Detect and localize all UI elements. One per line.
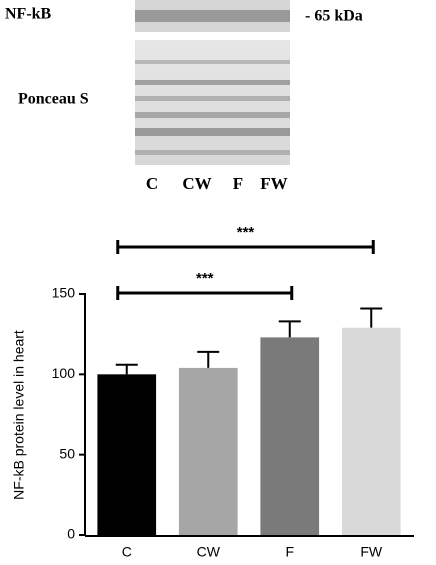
band-label: NF-kB — [5, 6, 52, 23]
x-tick-label: CW — [197, 544, 221, 560]
significance-label: *** — [196, 270, 214, 287]
significance-label: *** — [237, 224, 255, 241]
x-tick-label: F — [285, 544, 294, 560]
y-tick-label: 0 — [67, 526, 75, 542]
stain-label: Ponceau S — [18, 91, 89, 108]
bar — [178, 367, 238, 535]
lane-label: C — [146, 174, 158, 193]
x-tick-label: FW — [360, 544, 383, 560]
lane-label: F — [233, 174, 243, 193]
blot-image — [135, 0, 290, 165]
y-tick-label: 150 — [52, 285, 76, 301]
bar — [341, 327, 401, 535]
bar — [260, 337, 320, 535]
lane-label: CW — [182, 174, 211, 193]
bar — [97, 374, 157, 535]
size-label: - 65 kDa — [305, 8, 363, 25]
y-tick-label: 100 — [52, 365, 76, 381]
y-axis-label: NF-kB protein level in heart — [11, 330, 27, 500]
x-tick-label: C — [122, 544, 132, 560]
y-tick-label: 50 — [59, 445, 75, 461]
lane-label: FW — [260, 174, 287, 193]
